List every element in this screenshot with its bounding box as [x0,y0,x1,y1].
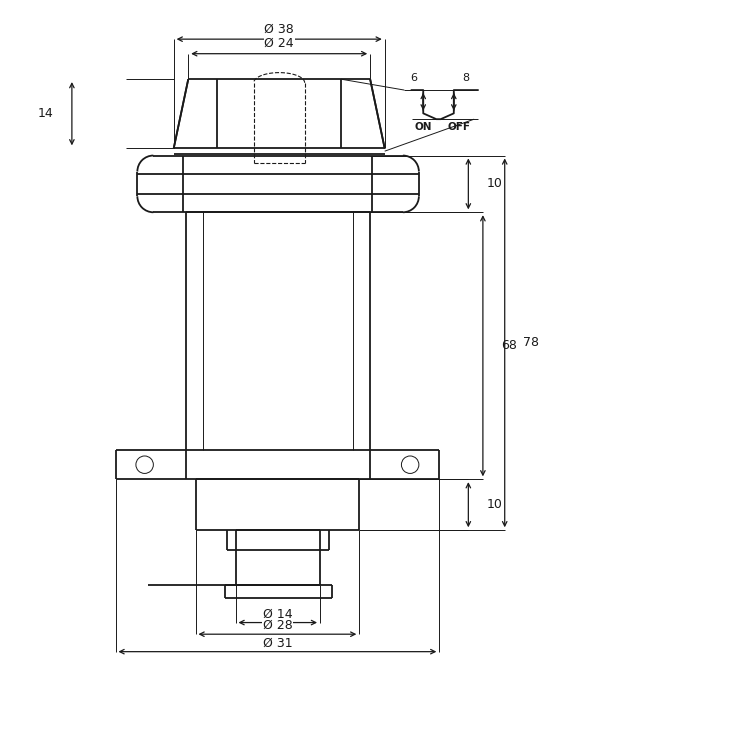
Text: ON: ON [414,122,432,132]
Text: 14: 14 [38,107,54,120]
Text: 10: 10 [487,177,502,191]
Text: 10: 10 [487,498,502,511]
Text: 78: 78 [523,336,539,350]
Text: 68: 68 [501,339,517,353]
Text: Ø 14: Ø 14 [263,608,292,620]
Text: Ø 31: Ø 31 [262,636,292,649]
Text: OFF: OFF [447,122,471,132]
Text: 6: 6 [410,73,417,84]
Text: Ø 28: Ø 28 [262,619,292,632]
Text: 8: 8 [462,73,469,84]
Text: Ø 38: Ø 38 [265,23,294,35]
Text: Ø 24: Ø 24 [265,37,294,50]
